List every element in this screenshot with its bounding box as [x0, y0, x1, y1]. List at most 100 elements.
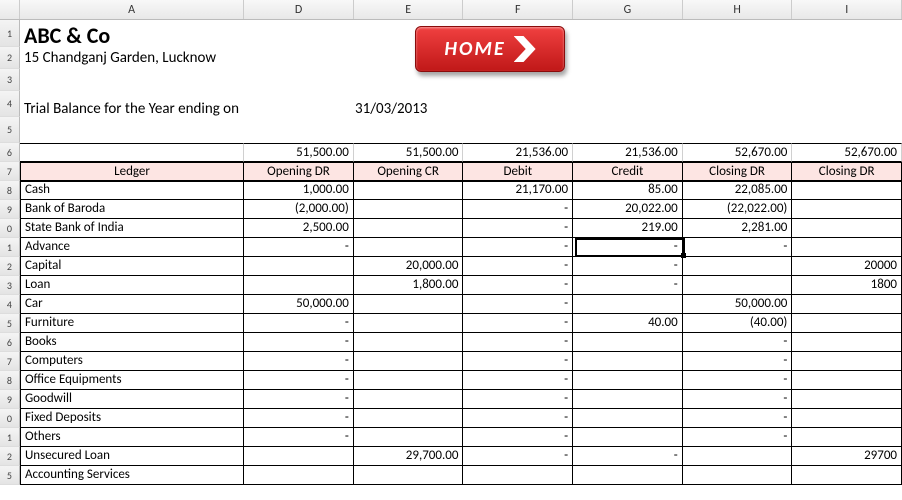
cell[interactable] [683, 466, 793, 485]
cell[interactable] [792, 352, 902, 371]
cell[interactable] [354, 295, 464, 314]
col-header-H[interactable]: H [683, 0, 793, 19]
cell[interactable]: - [683, 371, 793, 390]
row-header[interactable]: 4 [0, 295, 20, 314]
cell[interactable]: - [463, 390, 573, 409]
cell[interactable] [683, 276, 793, 295]
cell[interactable]: - [244, 371, 354, 390]
cell[interactable]: - [244, 314, 354, 333]
header-opening-dr[interactable]: Opening DR [244, 162, 354, 181]
cell[interactable]: - [573, 257, 683, 276]
cell[interactable] [683, 257, 793, 276]
ledger-cell[interactable]: Bank of Baroda [20, 200, 244, 219]
cell[interactable]: - [463, 238, 573, 257]
cell[interactable]: 2,500.00 [244, 219, 354, 238]
cell[interactable] [354, 238, 464, 257]
ledger-cell[interactable]: State Bank of India [20, 219, 244, 238]
cell[interactable]: - [463, 295, 573, 314]
row-header[interactable]: 8 [0, 371, 20, 390]
row-header[interactable]: 1 [0, 20, 20, 47]
cell[interactable]: - [463, 314, 573, 333]
cell[interactable]: - [683, 352, 793, 371]
report-title[interactable]: Trial Balance for the Year ending on [24, 100, 239, 118]
col-header-D[interactable]: D [244, 0, 354, 19]
row-header[interactable]: 7 [0, 162, 20, 181]
cell[interactable]: - [244, 238, 354, 257]
cell[interactable] [354, 371, 464, 390]
totals-debit[interactable]: 21,536.00 [463, 143, 573, 162]
cell[interactable]: 50,000.00 [683, 295, 793, 314]
cell[interactable]: - [683, 409, 793, 428]
row-header[interactable]: 2 [0, 47, 20, 69]
ledger-cell[interactable]: Books [20, 333, 244, 352]
header-closing-dr[interactable]: Closing DR [683, 162, 793, 181]
cell[interactable] [244, 276, 354, 295]
cell[interactable]: - [463, 447, 573, 466]
select-all-corner[interactable] [0, 0, 20, 19]
cell[interactable] [792, 409, 902, 428]
row-header[interactable]: 1 [0, 238, 20, 257]
totals-credit[interactable]: 21,536.00 [573, 143, 683, 162]
cell[interactable] [573, 352, 683, 371]
row-header[interactable]: 6 [0, 333, 20, 352]
ledger-cell[interactable]: Loan [20, 276, 244, 295]
header-ledger[interactable]: Ledger [20, 162, 244, 181]
row-header[interactable]: 2 [0, 257, 20, 276]
cell[interactable] [354, 428, 464, 447]
report-date[interactable]: 31/03/2013 [355, 100, 427, 118]
cell[interactable] [573, 295, 683, 314]
cell[interactable]: (22,022.00) [683, 200, 793, 219]
cell[interactable]: - [573, 447, 683, 466]
cell[interactable]: 50,000.00 [244, 295, 354, 314]
ledger-cell[interactable]: Goodwill [20, 390, 244, 409]
totals-opening-cr[interactable]: 51,500.00 [354, 143, 464, 162]
ledger-cell[interactable]: Fixed Deposits [20, 409, 244, 428]
cell[interactable] [354, 466, 464, 485]
header-credit[interactable]: Credit [573, 162, 683, 181]
col-header-G[interactable]: G [573, 0, 683, 19]
cell[interactable] [244, 466, 354, 485]
cell[interactable]: - [463, 409, 573, 428]
cell[interactable] [573, 390, 683, 409]
cell[interactable]: - [244, 409, 354, 428]
cell[interactable]: - [683, 238, 793, 257]
ledger-cell[interactable]: Cash [20, 181, 244, 200]
cell[interactable]: - [463, 352, 573, 371]
cell[interactable] [354, 314, 464, 333]
cell[interactable]: - [463, 276, 573, 295]
totals-opening-dr[interactable]: 51,500.00 [244, 143, 354, 162]
cell[interactable]: - [244, 390, 354, 409]
cell[interactable] [683, 447, 793, 466]
row-header[interactable]: 8 [0, 181, 20, 200]
ledger-cell[interactable]: Car [20, 295, 244, 314]
cell[interactable]: 2,281.00 [683, 219, 793, 238]
cell[interactable]: 29700 [792, 447, 902, 466]
cell[interactable] [463, 466, 573, 485]
cell[interactable]: - [463, 257, 573, 276]
ledger-cell[interactable]: Others [20, 428, 244, 447]
row-header[interactable]: 0 [0, 219, 20, 238]
cell[interactable]: - [573, 276, 683, 295]
cell[interactable]: 29,700.00 [354, 447, 464, 466]
cell[interactable]: 20,022.00 [573, 200, 683, 219]
cell[interactable]: - [573, 238, 683, 257]
header-debit[interactable]: Debit [463, 162, 573, 181]
cell[interactable] [792, 181, 902, 200]
cell[interactable] [792, 371, 902, 390]
col-header-A[interactable]: A [20, 0, 244, 19]
cell[interactable]: 20000 [792, 257, 902, 276]
row-header[interactable]: 5 [0, 314, 20, 333]
cell[interactable]: (2,000.00) [244, 200, 354, 219]
ledger-cell[interactable]: Capital [20, 257, 244, 276]
cell[interactable] [792, 466, 902, 485]
cell[interactable] [573, 409, 683, 428]
cell[interactable] [354, 219, 464, 238]
col-header-E[interactable]: E [354, 0, 464, 19]
ledger-cell[interactable]: Furniture [20, 314, 244, 333]
header-closing-dr2[interactable]: Closing DR [792, 162, 902, 181]
cell[interactable] [354, 409, 464, 428]
cell[interactable]: - [463, 428, 573, 447]
row-header[interactable]: 3 [0, 69, 20, 91]
cell[interactable]: 1800 [792, 276, 902, 295]
home-button[interactable]: HOME [415, 26, 565, 72]
